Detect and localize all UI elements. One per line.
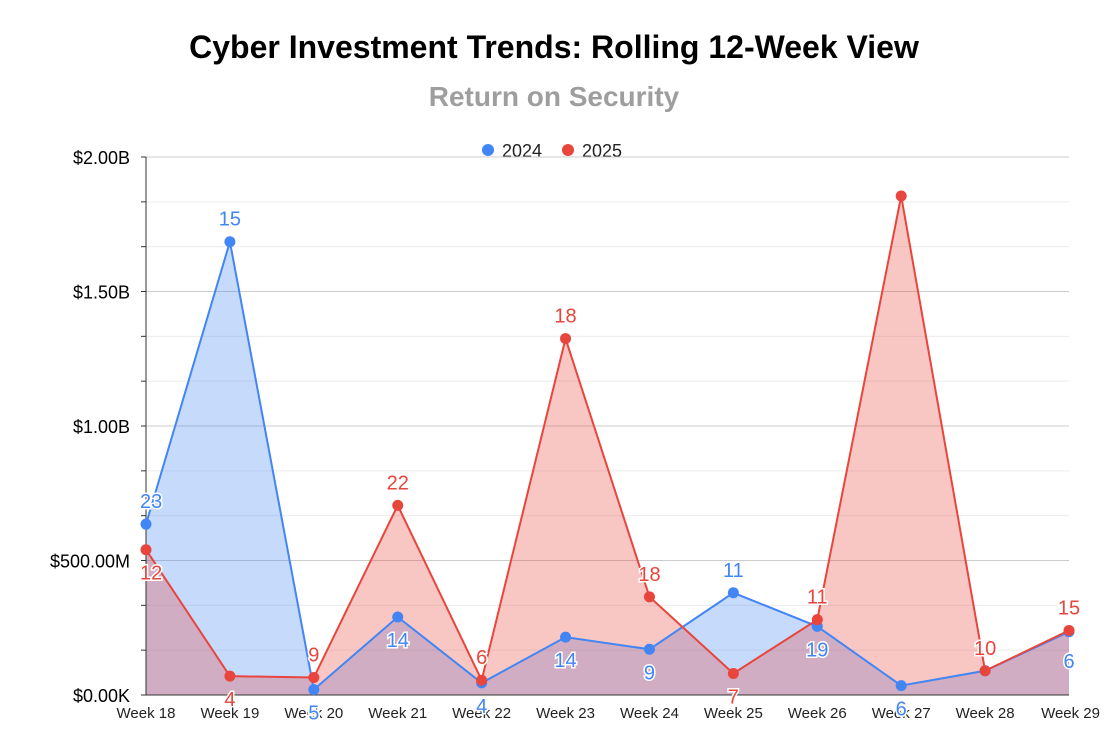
data-label-2025: 10 xyxy=(974,638,996,660)
point-2024 xyxy=(392,611,404,623)
y-axis-ticks: $0.00K $500.00M $1.00B $1.50B $2.00B xyxy=(50,148,130,706)
data-label-2025: 4 xyxy=(224,689,235,711)
data-label-2025: 6 xyxy=(476,647,487,669)
x-tick-label: Week 20 xyxy=(284,705,343,722)
x-tick-label: Week 27 xyxy=(872,705,931,722)
point-2024 xyxy=(308,684,320,696)
data-label-2025: 11 xyxy=(807,587,828,609)
x-tick-label: Week 19 xyxy=(200,705,259,722)
series-line-2024 xyxy=(145,241,1070,692)
data-label-2024: 14 xyxy=(554,650,576,672)
y-tick-label: $1.00B xyxy=(73,417,130,437)
data-label-2025: 15 xyxy=(1058,597,1080,619)
point-2024 xyxy=(643,643,655,655)
area-fill-2025 xyxy=(146,196,1069,695)
x-axis-ticks: Week 18 Week 19 Week 20 Week 21 Week 22 Week … xyxy=(117,705,1100,722)
point-2025 xyxy=(727,667,739,679)
legend-label-2025: 2025 xyxy=(582,141,622,161)
data-label-2024: 5 xyxy=(308,703,319,725)
x-tick-label: Week 24 xyxy=(620,705,679,722)
point-2025 xyxy=(140,544,152,556)
point-2025 xyxy=(308,672,320,684)
chart-title: Cyber Investment Trends: Rolling 12-Week… xyxy=(189,29,919,65)
y-tick-label: $0.00K xyxy=(73,686,130,706)
legend-label-2024: 2024 xyxy=(502,141,542,161)
point-2024 xyxy=(895,680,907,692)
data-label-2024: 11 xyxy=(723,560,744,582)
point-2025 xyxy=(643,591,655,603)
data-label-2025: 9 xyxy=(308,645,319,667)
legend-marker-2024 xyxy=(482,144,494,156)
point-2025 xyxy=(392,499,404,511)
x-tick-label: Week 28 xyxy=(956,705,1015,722)
data-label-2025: 18 xyxy=(638,564,660,586)
data-label-2024: 9 xyxy=(644,662,655,684)
point-2024 xyxy=(224,236,236,248)
data-label-2025: 18 xyxy=(554,306,576,328)
x-tick-label: Week 26 xyxy=(788,705,847,722)
legend: 2024 2025 xyxy=(482,141,622,161)
data-label-2025: 22 xyxy=(387,472,409,494)
point-2025 xyxy=(979,665,991,677)
data-label-2024: 4 xyxy=(476,696,487,718)
y-tick-label: $1.50B xyxy=(73,283,130,303)
x-tick-label: Week 25 xyxy=(704,705,763,722)
data-label-2024: 23 xyxy=(140,491,162,513)
axes xyxy=(141,156,1069,696)
data-label-2025: 7 xyxy=(728,686,739,708)
y-tick-label: $2.00B xyxy=(73,148,130,168)
x-tick-label: Week 29 xyxy=(1041,705,1100,722)
point-2025 xyxy=(811,614,823,626)
series-line-2025 xyxy=(145,195,1070,684)
point-2024 xyxy=(140,518,152,530)
chart-subtitle: Return on Security xyxy=(429,81,680,112)
point-2025 xyxy=(476,674,488,686)
series-areas xyxy=(145,195,1070,696)
legend-marker-2025 xyxy=(562,144,574,156)
data-label-2025: 12 xyxy=(140,563,162,585)
data-label-2024: 6 xyxy=(1063,651,1074,673)
data-label-2024: 10 xyxy=(974,638,996,660)
point-2024 xyxy=(727,587,739,599)
series-points xyxy=(140,190,1075,696)
point-2025 xyxy=(1063,624,1075,636)
data-label-2024: 15 xyxy=(219,209,241,231)
x-tick-label: Week 18 xyxy=(117,705,176,722)
y-tick-label: $500.00M xyxy=(50,552,130,572)
point-2025 xyxy=(224,670,236,682)
x-tick-label: Week 21 xyxy=(368,705,427,722)
point-2025 xyxy=(560,333,572,345)
point-2024 xyxy=(560,631,572,643)
x-tick-label: Week 23 xyxy=(536,705,595,722)
data-label-2024: 19 xyxy=(806,639,828,661)
x-tick-label: Week 22 xyxy=(452,705,511,722)
data-label-2024: 6 xyxy=(896,699,907,721)
point-2025 xyxy=(895,190,907,202)
data-label-2024: 14 xyxy=(387,630,409,652)
